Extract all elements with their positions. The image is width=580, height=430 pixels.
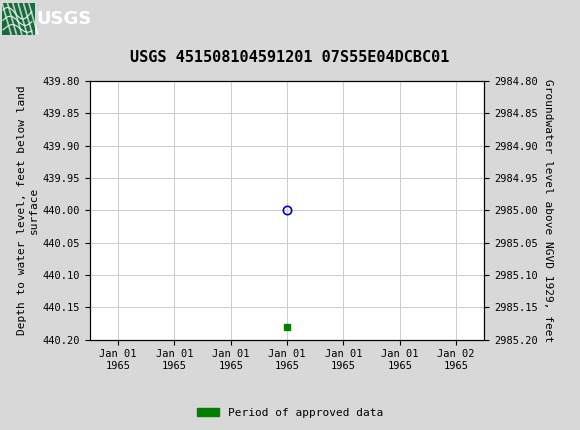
Text: USGS: USGS — [36, 10, 91, 28]
FancyBboxPatch shape — [2, 3, 35, 35]
Legend: Period of approved data: Period of approved data — [193, 403, 387, 422]
Y-axis label: Depth to water level, feet below land
surface: Depth to water level, feet below land su… — [17, 86, 38, 335]
Y-axis label: Groundwater level above NGVD 1929, feet: Groundwater level above NGVD 1929, feet — [543, 79, 553, 342]
Text: USGS 451508104591201 07S55E04DCBC01: USGS 451508104591201 07S55E04DCBC01 — [130, 50, 450, 64]
